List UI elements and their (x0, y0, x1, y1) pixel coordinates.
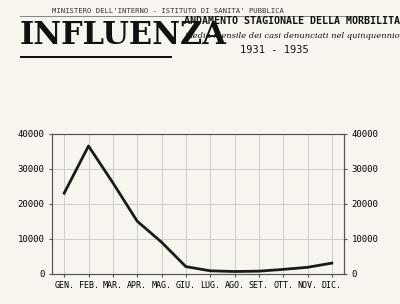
Text: MINISTERO DELL'INTERNO - ISTITUTO DI SANITA' PUBBLICA: MINISTERO DELL'INTERNO - ISTITUTO DI SAN… (52, 8, 284, 14)
Text: ANDAMENTO STAGIONALE DELLA MORBILITA': ANDAMENTO STAGIONALE DELLA MORBILITA' (184, 16, 400, 26)
Text: Media mensile dei casi denunciati nel quinquennio: Media mensile dei casi denunciati nel qu… (184, 32, 400, 40)
Text: 1931 - 1935: 1931 - 1935 (240, 45, 309, 55)
Text: INFLUENZA: INFLUENZA (20, 20, 227, 51)
